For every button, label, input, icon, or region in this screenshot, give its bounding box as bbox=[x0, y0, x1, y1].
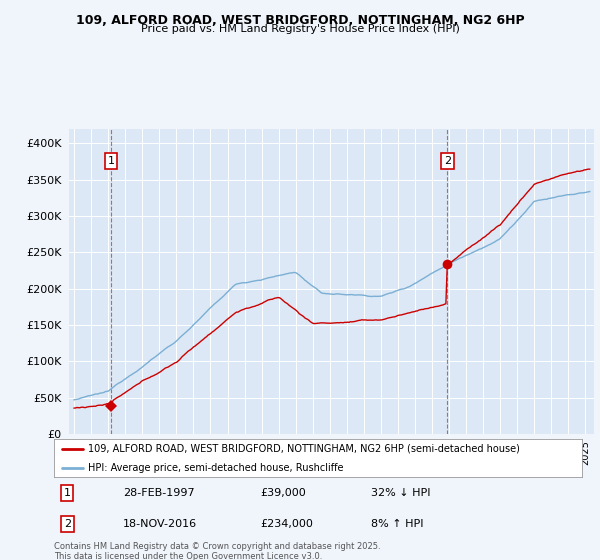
Text: 28-FEB-1997: 28-FEB-1997 bbox=[122, 488, 194, 498]
Text: 109, ALFORD ROAD, WEST BRIDGFORD, NOTTINGHAM, NG2 6HP (semi-detached house): 109, ALFORD ROAD, WEST BRIDGFORD, NOTTIN… bbox=[88, 444, 520, 454]
Text: HPI: Average price, semi-detached house, Rushcliffe: HPI: Average price, semi-detached house,… bbox=[88, 463, 344, 473]
Text: 2: 2 bbox=[64, 519, 71, 529]
Text: £234,000: £234,000 bbox=[260, 519, 313, 529]
Text: 109, ALFORD ROAD, WEST BRIDGFORD, NOTTINGHAM, NG2 6HP: 109, ALFORD ROAD, WEST BRIDGFORD, NOTTIN… bbox=[76, 14, 524, 27]
Text: 1: 1 bbox=[64, 488, 71, 498]
Text: 32% ↓ HPI: 32% ↓ HPI bbox=[371, 488, 430, 498]
Text: 8% ↑ HPI: 8% ↑ HPI bbox=[371, 519, 424, 529]
Text: £39,000: £39,000 bbox=[260, 488, 305, 498]
Text: 2: 2 bbox=[443, 156, 451, 166]
Text: Contains HM Land Registry data © Crown copyright and database right 2025.
This d: Contains HM Land Registry data © Crown c… bbox=[54, 542, 380, 560]
Text: Price paid vs. HM Land Registry's House Price Index (HPI): Price paid vs. HM Land Registry's House … bbox=[140, 24, 460, 34]
Text: 1: 1 bbox=[107, 156, 115, 166]
Text: 18-NOV-2016: 18-NOV-2016 bbox=[122, 519, 197, 529]
